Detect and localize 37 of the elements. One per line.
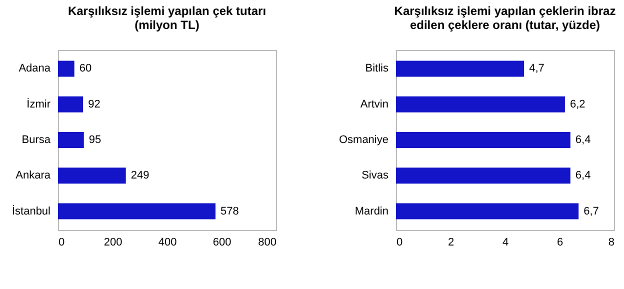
x-tick-label: 6 xyxy=(556,236,564,248)
bar xyxy=(396,60,524,77)
data-label: 95 xyxy=(88,134,102,146)
y-tick-label: Sivas xyxy=(362,170,389,182)
data-label: 6,2 xyxy=(570,98,586,110)
y-tick-label: Ankara xyxy=(16,170,52,182)
chart-title: Karşılıksız işlemi yapılan çeklerin ibraz edilen çeklere oranı (tutar, yüzde) xyxy=(394,4,616,32)
data-label: 4,7 xyxy=(529,62,544,75)
bar xyxy=(396,203,579,220)
x-tick-label: 4 xyxy=(502,236,509,248)
x-tick-label: 8 xyxy=(608,236,614,248)
x-tick-label: 200 xyxy=(104,236,122,248)
bar xyxy=(396,168,570,184)
x-tick-label: 0 xyxy=(396,236,403,248)
data-label: 6,4 xyxy=(575,170,591,182)
y-tick-label: Bitlis xyxy=(365,62,389,75)
y-tick-label: Adana xyxy=(18,62,52,75)
bar xyxy=(396,96,565,112)
data-label: 249 xyxy=(130,170,150,182)
x-tick-label: 800 xyxy=(258,236,276,248)
y-tick-label: Bursa xyxy=(22,134,52,146)
data-label: 6,7 xyxy=(584,205,599,218)
x-tick-label: 400 xyxy=(158,236,177,248)
chart-title: Karşılıksız işlemi yapılan çek tutarı (milyon TL) xyxy=(68,4,266,32)
y-tick-label: Osmaniye xyxy=(338,134,388,146)
y-tick-label: Artvin xyxy=(360,98,388,110)
y-tick-label: İzmir xyxy=(26,97,51,110)
y-tick-label: Mardin xyxy=(354,205,388,218)
x-tick-label: 600 xyxy=(212,236,232,248)
bar xyxy=(396,132,570,148)
data-label: 6,4 xyxy=(575,134,591,146)
data-label: 92 xyxy=(88,98,100,110)
x-tick-label: 0 xyxy=(58,236,65,248)
y-tick-label: İstanbul xyxy=(12,204,50,218)
data-label: 60 xyxy=(79,62,92,75)
x-tick-label: 2 xyxy=(448,236,454,248)
data-label: 578 xyxy=(220,205,239,218)
